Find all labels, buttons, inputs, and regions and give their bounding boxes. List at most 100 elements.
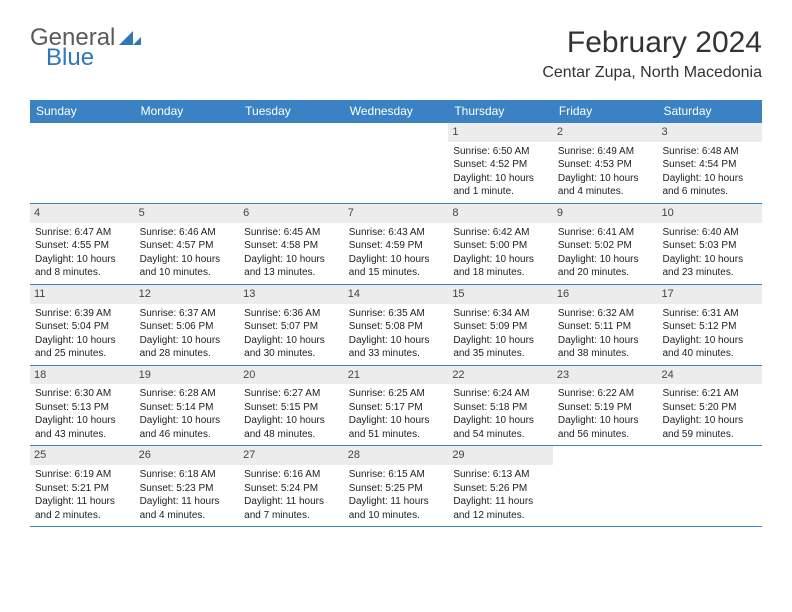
day-cell	[553, 446, 658, 526]
day-number: 8	[448, 204, 553, 223]
daylight-text: Daylight: 10 hours and 51 minutes.	[349, 414, 444, 441]
daylight-text: Daylight: 10 hours and 25 minutes.	[35, 334, 130, 361]
day-number: 2	[553, 123, 658, 142]
day-cell	[239, 123, 344, 203]
day-cell: 4Sunrise: 6:47 AMSunset: 4:55 PMDaylight…	[30, 204, 135, 284]
daylight-text: Daylight: 10 hours and 48 minutes.	[244, 414, 339, 441]
sunset-text: Sunset: 5:20 PM	[662, 401, 757, 415]
logo-triangle-icon	[119, 31, 141, 45]
day-cell	[657, 446, 762, 526]
day-number: 12	[135, 285, 240, 304]
sunset-text: Sunset: 5:24 PM	[244, 482, 339, 496]
day-number: 5	[135, 204, 240, 223]
sunrise-text: Sunrise: 6:13 AM	[453, 468, 548, 482]
day-header: Wednesday	[344, 100, 449, 122]
sunset-text: Sunset: 4:59 PM	[349, 239, 444, 253]
daylight-text: Daylight: 10 hours and 10 minutes.	[140, 253, 235, 280]
day-header: Tuesday	[239, 100, 344, 122]
sunset-text: Sunset: 5:11 PM	[558, 320, 653, 334]
sunset-text: Sunset: 5:19 PM	[558, 401, 653, 415]
day-cell: 28Sunrise: 6:15 AMSunset: 5:25 PMDayligh…	[344, 446, 449, 526]
sunrise-text: Sunrise: 6:18 AM	[140, 468, 235, 482]
sunrise-text: Sunrise: 6:43 AM	[349, 226, 444, 240]
sunset-text: Sunset: 5:08 PM	[349, 320, 444, 334]
day-number: 28	[344, 446, 449, 465]
month-title: February 2024	[542, 26, 762, 60]
week-row: 18Sunrise: 6:30 AMSunset: 5:13 PMDayligh…	[30, 365, 762, 446]
sunrise-text: Sunrise: 6:50 AM	[453, 145, 548, 159]
sunset-text: Sunset: 5:13 PM	[35, 401, 130, 415]
title-block: February 2024 Centar Zupa, North Macedon…	[542, 26, 762, 82]
week-row: 1Sunrise: 6:50 AMSunset: 4:52 PMDaylight…	[30, 122, 762, 203]
page-header: General Blue February 2024 Centar Zupa, …	[30, 26, 762, 82]
day-number: 29	[448, 446, 553, 465]
sunset-text: Sunset: 5:23 PM	[140, 482, 235, 496]
day-cell: 25Sunrise: 6:19 AMSunset: 5:21 PMDayligh…	[30, 446, 135, 526]
daylight-text: Daylight: 11 hours and 7 minutes.	[244, 495, 339, 522]
calendar-page: General Blue February 2024 Centar Zupa, …	[0, 0, 792, 547]
sunrise-text: Sunrise: 6:30 AM	[35, 387, 130, 401]
logo: General Blue	[30, 26, 141, 70]
sunset-text: Sunset: 5:21 PM	[35, 482, 130, 496]
daylight-text: Daylight: 10 hours and 43 minutes.	[35, 414, 130, 441]
daylight-text: Daylight: 10 hours and 54 minutes.	[453, 414, 548, 441]
sunset-text: Sunset: 4:54 PM	[662, 158, 757, 172]
day-header: Monday	[135, 100, 240, 122]
sunrise-text: Sunrise: 6:48 AM	[662, 145, 757, 159]
sunrise-text: Sunrise: 6:46 AM	[140, 226, 235, 240]
sunset-text: Sunset: 5:17 PM	[349, 401, 444, 415]
day-cell: 5 Sunrise: 6:46 AMSunset: 4:57 PMDaylight…	[135, 204, 240, 284]
sunset-text: Sunset: 5:18 PM	[453, 401, 548, 415]
daylight-text: Daylight: 11 hours and 12 minutes.	[453, 495, 548, 522]
day-cell: 10Sunrise: 6:40 AMSunset: 5:03 PMDayligh…	[657, 204, 762, 284]
day-number: 14	[344, 285, 449, 304]
daylight-text: Daylight: 10 hours and 35 minutes.	[453, 334, 548, 361]
day-cell: 9Sunrise: 6:41 AMSunset: 5:02 PMDaylight…	[553, 204, 658, 284]
sunrise-text: Sunrise: 6:22 AM	[558, 387, 653, 401]
weeks-container: 1Sunrise: 6:50 AMSunset: 4:52 PMDaylight…	[30, 122, 762, 527]
daylight-text: Daylight: 10 hours and 46 minutes.	[140, 414, 235, 441]
day-number: 17	[657, 285, 762, 304]
day-cell: 19Sunrise: 6:28 AMSunset: 5:14 PMDayligh…	[135, 366, 240, 446]
daylight-text: Daylight: 10 hours and 13 minutes.	[244, 253, 339, 280]
day-number: 15	[448, 285, 553, 304]
day-number: 4	[30, 204, 135, 223]
day-number: 3	[657, 123, 762, 142]
day-cell: 7Sunrise: 6:43 AMSunset: 4:59 PMDaylight…	[344, 204, 449, 284]
day-cell: 24Sunrise: 6:21 AMSunset: 5:20 PMDayligh…	[657, 366, 762, 446]
week-row: 11Sunrise: 6:39 AMSunset: 5:04 PMDayligh…	[30, 284, 762, 365]
sunset-text: Sunset: 5:04 PM	[35, 320, 130, 334]
location-subtitle: Centar Zupa, North Macedonia	[542, 64, 762, 82]
day-header: Thursday	[448, 100, 553, 122]
day-number: 11	[30, 285, 135, 304]
sunrise-text: Sunrise: 6:34 AM	[453, 307, 548, 321]
sunrise-text: Sunrise: 6:25 AM	[349, 387, 444, 401]
sunset-text: Sunset: 5:25 PM	[349, 482, 444, 496]
day-header: Friday	[553, 100, 658, 122]
daylight-text: Daylight: 10 hours and 38 minutes.	[558, 334, 653, 361]
sunrise-text: Sunrise: 6:21 AM	[662, 387, 757, 401]
day-number: 24	[657, 366, 762, 385]
sunrise-text: Sunrise: 6:49 AM	[558, 145, 653, 159]
week-row: 4Sunrise: 6:47 AMSunset: 4:55 PMDaylight…	[30, 203, 762, 284]
sunset-text: Sunset: 4:57 PM	[140, 239, 235, 253]
day-number: 22	[448, 366, 553, 385]
day-number: 18	[30, 366, 135, 385]
daylight-text: Daylight: 10 hours and 4 minutes.	[558, 172, 653, 199]
sunrise-text: Sunrise: 6:39 AM	[35, 307, 130, 321]
day-number: 13	[239, 285, 344, 304]
day-cell: 14Sunrise: 6:35 AMSunset: 5:08 PMDayligh…	[344, 285, 449, 365]
logo-text-blue: Blue	[46, 46, 141, 70]
sunrise-text: Sunrise: 6:16 AM	[244, 468, 339, 482]
day-cell: 12Sunrise: 6:37 AMSunset: 5:06 PMDayligh…	[135, 285, 240, 365]
daylight-text: Daylight: 10 hours and 6 minutes.	[662, 172, 757, 199]
day-cell: 13Sunrise: 6:36 AMSunset: 5:07 PMDayligh…	[239, 285, 344, 365]
day-number: 1	[448, 123, 553, 142]
sunrise-text: Sunrise: 6:31 AM	[662, 307, 757, 321]
calendar-header-row: Sunday Monday Tuesday Wednesday Thursday…	[30, 100, 762, 122]
day-number: 9	[553, 204, 658, 223]
sunrise-text: Sunrise: 6:45 AM	[244, 226, 339, 240]
day-cell: 23Sunrise: 6:22 AMSunset: 5:19 PMDayligh…	[553, 366, 658, 446]
day-cell: 26Sunrise: 6:18 AMSunset: 5:23 PMDayligh…	[135, 446, 240, 526]
day-cell: 16Sunrise: 6:32 AMSunset: 5:11 PMDayligh…	[553, 285, 658, 365]
